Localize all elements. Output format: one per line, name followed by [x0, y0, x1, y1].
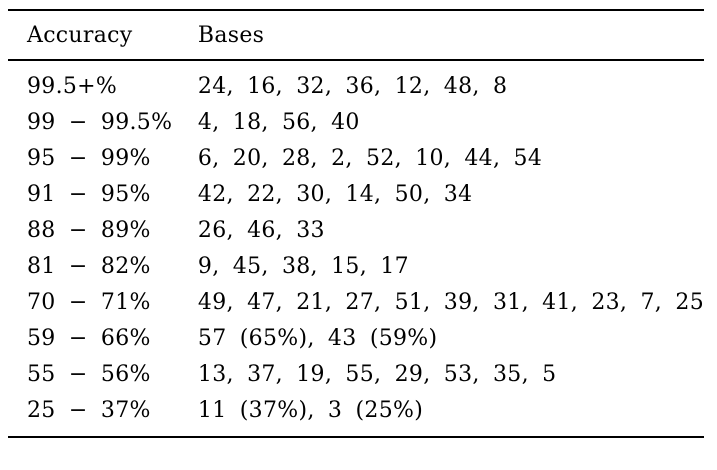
table-row: 25 − 37% 11 (37%), 3 (25%): [8, 393, 704, 437]
table-row: 99 − 99.5% 4, 18, 56, 40: [8, 105, 704, 141]
table-body: 99.5+% 24, 16, 32, 36, 12, 48, 8 99 − 99…: [8, 60, 704, 437]
accuracy-bases-table: Accuracy Bases 99.5+% 24, 16, 32, 36, 12…: [8, 9, 704, 438]
bases-cell: 49, 47, 21, 27, 51, 39, 31, 41, 23, 7, 2…: [197, 290, 704, 315]
bases-cell: 24, 16, 32, 36, 12, 48, 8: [197, 74, 508, 99]
table-header: Accuracy Bases: [8, 10, 704, 61]
column-header-bases: Bases: [197, 10, 704, 61]
bases-cell: 9, 45, 38, 15, 17: [197, 254, 409, 279]
accuracy-cell: 55 − 56%: [27, 362, 151, 387]
table-row: 70 − 71% 49, 47, 21, 27, 51, 39, 31, 41,…: [8, 285, 704, 321]
bases-cell: 6, 20, 28, 2, 52, 10, 44, 54: [197, 146, 543, 171]
bases-cell: 42, 22, 30, 14, 50, 34: [197, 182, 473, 207]
accuracy-cell: 25 − 37%: [27, 398, 151, 423]
accuracy-cell: 59 − 66%: [27, 326, 151, 351]
table-row: 99.5+% 24, 16, 32, 36, 12, 48, 8: [8, 60, 704, 105]
accuracy-cell: 88 − 89%: [27, 218, 151, 243]
bases-cell: 13, 37, 19, 55, 29, 53, 35, 5: [197, 362, 557, 387]
bases-cell: 4, 18, 56, 40: [197, 110, 360, 135]
table-row: 81 − 82% 9, 45, 38, 15, 17: [8, 249, 704, 285]
table-row: 95 − 99% 6, 20, 28, 2, 52, 10, 44, 54: [8, 141, 704, 177]
table-row: 55 − 56% 13, 37, 19, 55, 29, 53, 35, 5: [8, 357, 704, 393]
table-row: 91 − 95% 42, 22, 30, 14, 50, 34: [8, 177, 704, 213]
header-row: Accuracy Bases: [8, 10, 704, 61]
table-row: 59 − 66% 57 (65%), 43 (59%): [8, 321, 704, 357]
accuracy-cell: 81 − 82%: [27, 254, 151, 279]
accuracy-cell: 99 − 99.5%: [27, 110, 173, 135]
accuracy-cell: 99.5+%: [27, 74, 118, 99]
bases-cell: 11 (37%), 3 (25%): [197, 398, 424, 423]
bases-cell: 26, 46, 33: [197, 218, 325, 243]
accuracy-cell: 95 − 99%: [27, 146, 151, 171]
accuracy-cell: 70 − 71%: [27, 290, 151, 315]
column-header-accuracy: Accuracy: [8, 10, 198, 61]
bases-cell: 57 (65%), 43 (59%): [197, 326, 438, 351]
table-row: 88 − 89% 26, 46, 33: [8, 213, 704, 249]
accuracy-cell: 91 − 95%: [27, 182, 151, 207]
